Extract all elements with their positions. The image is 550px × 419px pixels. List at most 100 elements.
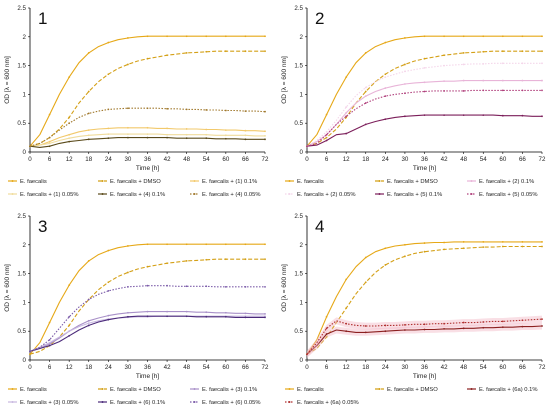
data-point bbox=[264, 134, 266, 137]
data-point bbox=[127, 285, 129, 288]
series-line bbox=[306, 114, 542, 147]
data-point bbox=[146, 265, 149, 268]
data-point bbox=[264, 130, 266, 133]
data-point bbox=[146, 107, 149, 110]
data-point bbox=[325, 333, 328, 335]
data-point bbox=[345, 307, 348, 310]
data-point bbox=[423, 114, 426, 117]
x-tick-label: 42 bbox=[164, 156, 171, 163]
data-point bbox=[384, 87, 387, 89]
y-tick-label: 1.5 bbox=[294, 63, 303, 70]
data-point bbox=[205, 35, 208, 38]
legend-marker bbox=[378, 180, 381, 182]
data-point bbox=[107, 289, 110, 292]
legend-marker bbox=[101, 388, 104, 390]
data-point bbox=[87, 129, 90, 132]
data-point bbox=[224, 258, 227, 261]
y-tick-label: 1 bbox=[300, 91, 304, 98]
data-point bbox=[423, 242, 426, 244]
data-point bbox=[364, 52, 367, 54]
data-point bbox=[501, 89, 504, 92]
chart-svg-3: 0 6 12 18 24 30 36 42 48 54 60 66 72 0 0.5 1 1.5 2 2.5 Time… bbox=[4, 213, 269, 406]
data-point bbox=[68, 284, 71, 287]
x-tick-label: 24 bbox=[382, 156, 389, 163]
data-point bbox=[146, 284, 149, 287]
data-point bbox=[404, 255, 406, 258]
data-point bbox=[462, 241, 465, 243]
data-point bbox=[521, 79, 524, 82]
y-tick-label: 0.5 bbox=[294, 120, 303, 127]
data-point bbox=[48, 113, 51, 116]
data-point bbox=[264, 258, 266, 261]
x-tick-label: 24 bbox=[105, 364, 112, 371]
data-point bbox=[462, 79, 465, 82]
chart-svg-4: 0 6 12 18 24 30 36 42 48 54 60 66 72 0 0.5 1 1.5 2 2.5 Time… bbox=[281, 213, 546, 406]
data-point bbox=[384, 264, 387, 266]
data-point bbox=[87, 138, 90, 141]
data-point bbox=[244, 316, 247, 319]
data-point bbox=[224, 243, 227, 246]
data-point bbox=[48, 145, 51, 148]
data-point bbox=[462, 90, 465, 92]
data-point bbox=[185, 137, 188, 140]
x-tick-label: 6 bbox=[325, 156, 329, 163]
x-tick-label: 36 bbox=[144, 364, 151, 371]
data-point bbox=[244, 258, 247, 261]
y-axis-label: OD [λ = 600 nm] bbox=[281, 264, 288, 312]
data-point bbox=[87, 260, 90, 262]
data-point bbox=[224, 35, 227, 38]
data-point bbox=[443, 327, 445, 330]
data-point bbox=[107, 108, 110, 111]
data-point bbox=[384, 41, 387, 44]
data-point bbox=[482, 114, 485, 117]
series-line bbox=[306, 50, 542, 147]
data-point bbox=[325, 133, 328, 136]
x-tick-label: 72 bbox=[262, 364, 269, 371]
legend-marker bbox=[101, 401, 104, 403]
y-tick-label: 1 bbox=[300, 299, 304, 306]
data-point bbox=[482, 89, 485, 92]
data-point bbox=[68, 122, 71, 125]
data-point bbox=[462, 35, 465, 38]
data-point bbox=[264, 316, 266, 319]
panel-number: 4 bbox=[315, 217, 324, 236]
data-point bbox=[521, 62, 524, 65]
data-point bbox=[244, 35, 247, 38]
x-tick-label: 12 bbox=[343, 364, 350, 371]
data-point bbox=[501, 35, 504, 38]
data-point bbox=[521, 89, 524, 92]
data-point bbox=[443, 248, 445, 251]
data-point bbox=[185, 133, 188, 136]
legend-marker bbox=[193, 180, 196, 182]
data-point bbox=[48, 140, 51, 143]
data-point bbox=[541, 241, 543, 243]
legend-entry: E. faecalis + (3) 0.05% bbox=[20, 400, 78, 406]
x-tick-label: 66 bbox=[242, 156, 249, 163]
data-point bbox=[482, 246, 485, 249]
data-point bbox=[423, 328, 426, 331]
legend-entry: E. faecalis + DMSO bbox=[110, 179, 161, 185]
y-tick-label: 1 bbox=[23, 91, 27, 98]
data-point bbox=[541, 50, 543, 53]
legend-marker bbox=[11, 401, 14, 403]
data-point bbox=[68, 116, 71, 119]
data-point bbox=[462, 52, 465, 54]
data-point bbox=[68, 140, 71, 143]
data-point bbox=[325, 136, 328, 139]
legend-entry: E. faecalis bbox=[20, 179, 47, 185]
legend-marker bbox=[193, 193, 196, 195]
data-point bbox=[185, 243, 188, 246]
x-tick-label: 0 bbox=[305, 156, 309, 163]
x-tick-label: 72 bbox=[539, 156, 546, 163]
data-point bbox=[146, 243, 149, 246]
data-point bbox=[364, 281, 367, 284]
data-point bbox=[146, 315, 149, 318]
y-tick-label: 2.5 bbox=[294, 5, 303, 12]
data-point bbox=[166, 35, 168, 38]
x-tick-label: 72 bbox=[262, 156, 269, 163]
legend-entry: E. faecalis + (5) 0.1% bbox=[387, 192, 442, 198]
x-tick-label: 36 bbox=[421, 364, 428, 371]
data-point bbox=[224, 109, 227, 112]
data-point bbox=[68, 137, 71, 140]
data-point bbox=[107, 133, 110, 136]
